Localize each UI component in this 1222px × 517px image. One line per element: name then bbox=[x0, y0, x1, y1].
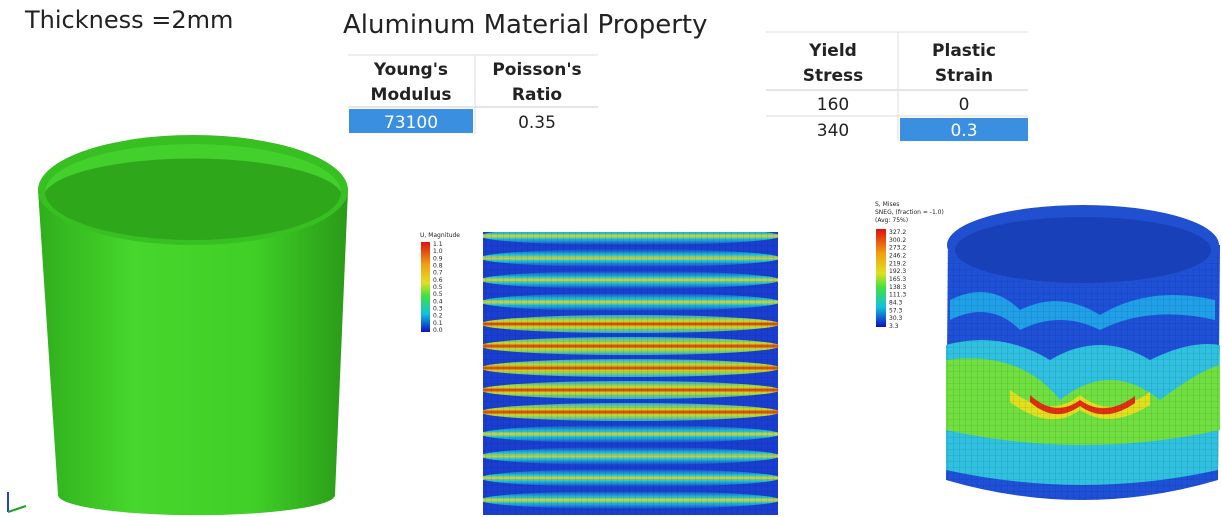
legend-note: (Avg: 75%) bbox=[875, 217, 908, 224]
selected-cell bbox=[900, 118, 1028, 141]
header-cell: Young's bbox=[373, 60, 448, 80]
cell: 0 bbox=[959, 95, 970, 115]
crushed-stress-model bbox=[946, 205, 1220, 500]
legend-label: 84.3 bbox=[889, 300, 903, 307]
legend-label: 30.3 bbox=[889, 315, 903, 322]
legend-title: U, Magnitude bbox=[420, 232, 460, 239]
elastic-table: Young's Modulus Poisson's Ratio 73100 0.… bbox=[348, 54, 598, 134]
legend-label: 111.3 bbox=[889, 292, 906, 299]
legend-label: 1.1 bbox=[433, 241, 443, 248]
legend-label: 0.2 bbox=[433, 313, 443, 320]
cell: 160 bbox=[817, 95, 849, 115]
undeformed-cylinder bbox=[38, 135, 348, 516]
header-cell: Ratio bbox=[512, 85, 562, 105]
legend-label: 327.2 bbox=[889, 229, 906, 236]
axis-triad bbox=[7, 492, 27, 513]
title: Aluminum Material Property bbox=[343, 10, 708, 40]
cell: 0.35 bbox=[518, 113, 556, 133]
legend-label: 300.2 bbox=[889, 237, 906, 244]
legend-label: 0.0 bbox=[433, 327, 443, 334]
cell: 340 bbox=[817, 121, 849, 141]
header-cell: Yield bbox=[808, 41, 857, 61]
legend-label: 0.7 bbox=[433, 270, 443, 277]
displacement-legend: U, Magnitude 1.11.00.90.80.70.60.50.50.4… bbox=[420, 232, 460, 334]
buckled-displacement-model bbox=[483, 232, 778, 515]
legend-label: 0.8 bbox=[433, 263, 443, 270]
header-cell: Plastic bbox=[932, 41, 996, 61]
header-cell: Modulus bbox=[371, 85, 452, 105]
legend-label: 273.2 bbox=[889, 245, 906, 252]
header-cell: Strain bbox=[935, 66, 993, 86]
header-cell: Poisson's bbox=[492, 60, 581, 80]
legend-label: 138.3 bbox=[889, 284, 906, 291]
legend-label: 57.3 bbox=[889, 307, 903, 314]
header-cell: Stress bbox=[803, 66, 864, 86]
selected-cell bbox=[349, 109, 473, 133]
legend-subtitle: SNEG, (fraction = -1.0) bbox=[875, 209, 944, 216]
legend-label: 192.3 bbox=[889, 268, 906, 275]
legend-label: 0.4 bbox=[433, 298, 443, 305]
legend-label: 0.5 bbox=[433, 291, 443, 298]
legend-label: 165.3 bbox=[889, 276, 906, 283]
legend-label: 0.6 bbox=[433, 277, 443, 284]
legend-label: 1.0 bbox=[433, 248, 443, 255]
legend-label: 0.1 bbox=[433, 320, 443, 327]
legend-label: 0.3 bbox=[433, 306, 443, 313]
legend-title: S, Mises bbox=[875, 201, 899, 208]
legend-label: 219.2 bbox=[889, 260, 906, 267]
legend-label: 0.5 bbox=[433, 284, 443, 291]
cell: 0.3 bbox=[950, 121, 977, 141]
stress-legend: S, Mises SNEG, (fraction = -1.0) (Avg: 7… bbox=[875, 201, 944, 330]
plastic-table: Yield Stress Plastic Strain 160 0 340 0.… bbox=[766, 31, 1028, 141]
legend-label: 0.9 bbox=[433, 255, 443, 262]
cell: 73100 bbox=[384, 113, 438, 133]
legend-label: 246.2 bbox=[889, 253, 906, 260]
thickness: Thickness =2mm bbox=[24, 6, 233, 34]
legend-label: 3.3 bbox=[889, 323, 899, 330]
